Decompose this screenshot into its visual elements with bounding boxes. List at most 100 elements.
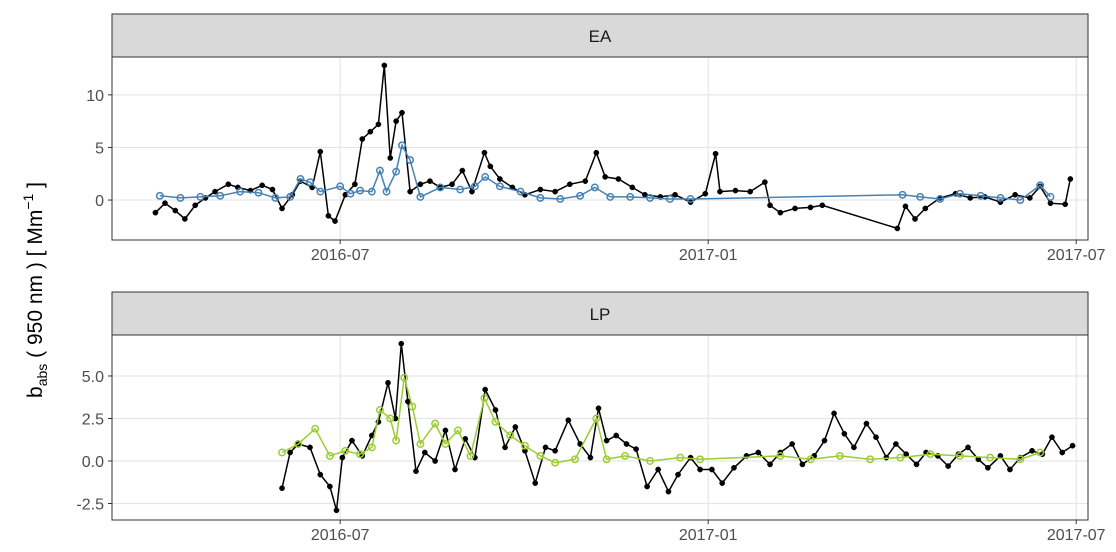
data-point	[346, 189, 355, 198]
y-label-part: b	[24, 386, 47, 398]
data-point	[482, 386, 489, 393]
data-point	[287, 449, 293, 456]
data-point	[512, 424, 519, 430]
data-point	[719, 480, 726, 486]
data-point	[386, 414, 395, 423]
data-point	[398, 340, 405, 347]
data-point	[1016, 455, 1025, 464]
series-line	[281, 343, 1073, 511]
data-point	[644, 483, 650, 490]
data-point	[400, 373, 409, 382]
data-point	[789, 441, 795, 447]
data-point	[646, 193, 655, 202]
data-point	[697, 466, 703, 473]
data-point	[441, 440, 450, 448]
y-axis-label: babs ( 950 nm ) [ Mm−1 ]	[20, 182, 50, 398]
y-label-part: ]	[24, 182, 47, 194]
data-point	[481, 149, 488, 156]
data-point	[913, 461, 920, 468]
data-point	[393, 118, 399, 125]
data-point	[431, 419, 440, 428]
data-point	[162, 200, 168, 207]
data-point	[416, 192, 425, 201]
data-point	[776, 451, 785, 460]
data-point	[655, 466, 661, 473]
panel-border	[111, 56, 1089, 241]
data-point	[566, 181, 573, 188]
data-point	[336, 182, 345, 191]
data-point	[407, 188, 413, 195]
data-point	[294, 440, 303, 448]
data-point	[712, 150, 719, 157]
data-point	[1049, 434, 1055, 441]
data-point	[325, 451, 334, 460]
data-point	[317, 471, 324, 478]
data-point	[587, 454, 594, 461]
data-point	[863, 420, 870, 427]
y-tick-label: 10	[86, 88, 104, 105]
x-tick-label: 2017-07	[1047, 247, 1106, 264]
data-point	[352, 181, 358, 188]
data-point	[537, 186, 544, 193]
data-point	[1046, 192, 1055, 201]
data-point	[552, 188, 558, 195]
data-point	[456, 185, 465, 194]
data-point	[767, 202, 773, 209]
data-point	[1036, 181, 1045, 190]
data-point	[702, 190, 709, 197]
data-point	[1062, 201, 1069, 208]
data-point	[536, 451, 545, 460]
data-point	[492, 407, 499, 413]
data-point	[1036, 448, 1045, 457]
x-tick-label: 2017-01	[679, 527, 738, 544]
data-point	[532, 480, 539, 486]
data-point	[565, 417, 572, 424]
data-point	[675, 471, 681, 478]
strip-title: LP	[590, 305, 611, 324]
data-point	[986, 453, 995, 462]
data-point	[216, 191, 225, 200]
data-point	[821, 437, 828, 444]
data-point	[606, 192, 615, 201]
data-point	[286, 192, 295, 201]
data-point	[495, 182, 504, 191]
series-line	[159, 143, 1052, 201]
data-point	[296, 175, 305, 183]
data-point	[912, 216, 918, 222]
data-point	[382, 187, 391, 196]
data-point	[556, 195, 565, 203]
data-point	[481, 172, 490, 181]
data-point	[259, 182, 266, 189]
data-point	[325, 212, 332, 219]
data-point	[898, 190, 907, 199]
data-point	[349, 437, 355, 444]
data-point	[621, 451, 629, 460]
data-point	[341, 446, 350, 455]
data-point	[602, 455, 611, 464]
data-point	[176, 193, 185, 202]
data-point	[592, 414, 601, 423]
data-point	[459, 167, 466, 174]
data-point	[502, 444, 508, 451]
data-point	[269, 186, 276, 193]
x-tick-label: 2016-07	[311, 527, 370, 544]
x-tick-label: 2016-07	[311, 247, 370, 264]
y-label-part: abs	[34, 364, 50, 387]
data-point	[807, 204, 814, 211]
data-point	[686, 195, 695, 203]
y-label-part: ( 950 nm ) [ Mm	[24, 210, 47, 364]
data-point	[976, 191, 985, 200]
y-tick-label: -2.5	[76, 497, 104, 514]
y-tick-label: 0	[95, 193, 104, 210]
data-point	[717, 188, 723, 195]
data-point	[955, 451, 964, 460]
data-point	[841, 430, 848, 437]
data-point	[894, 225, 901, 232]
data-point	[316, 187, 325, 196]
data-point	[413, 468, 419, 475]
panel-border	[111, 334, 1089, 521]
data-point	[225, 181, 232, 188]
data-point	[271, 193, 280, 202]
data-point	[965, 444, 971, 451]
data-point	[520, 441, 529, 450]
